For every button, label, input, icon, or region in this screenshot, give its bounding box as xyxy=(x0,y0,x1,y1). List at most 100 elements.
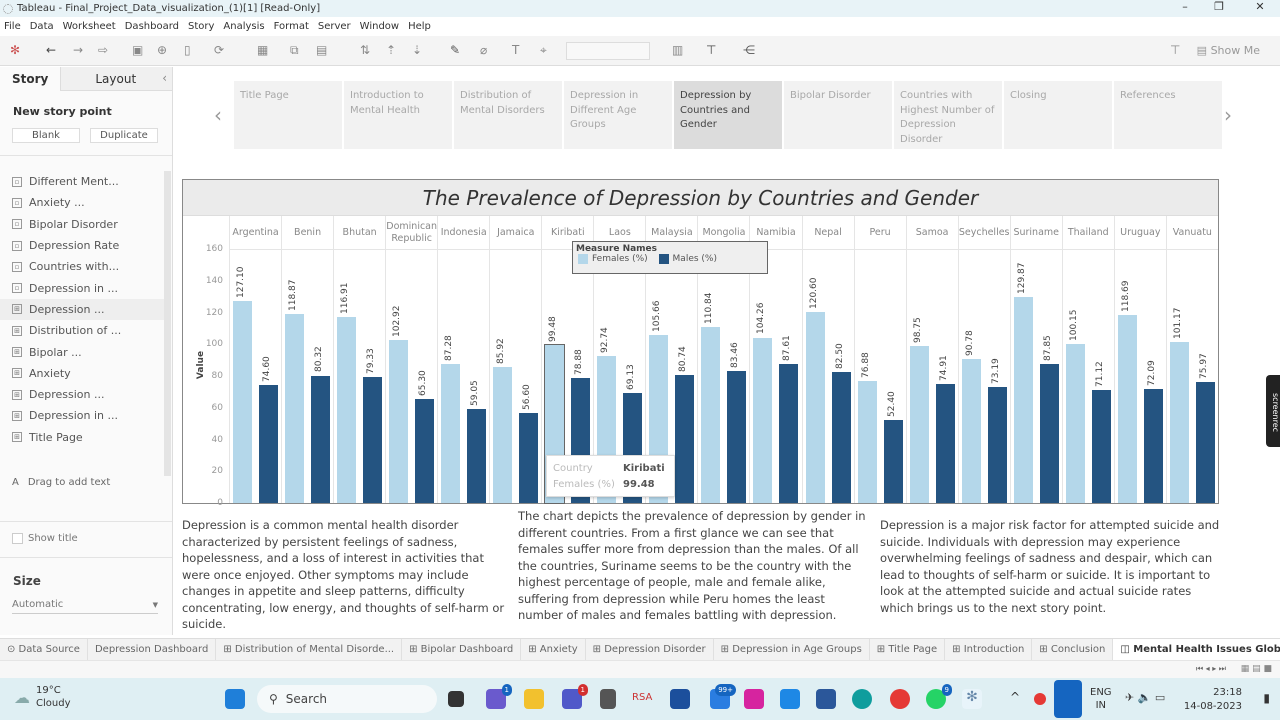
story-point-countries-gender[interactable]: Depression by Countries and Gender xyxy=(674,81,782,149)
chevron-up-icon[interactable]: ^ xyxy=(1010,690,1021,704)
rsa-icon[interactable]: RSA xyxy=(632,692,653,703)
menu-format[interactable]: Format xyxy=(273,20,309,32)
sort-asc-icon[interactable]: ⇡ xyxy=(386,43,397,57)
bar-females[interactable] xyxy=(753,337,773,503)
bar-males[interactable] xyxy=(1091,390,1111,503)
close-button[interactable]: ✕ xyxy=(1255,0,1265,13)
tab-story[interactable]: Story xyxy=(12,72,49,86)
country-header[interactable]: Vanuatu xyxy=(1165,216,1218,249)
next-story-point-icon[interactable]: › xyxy=(1224,103,1232,127)
sheet-tab[interactable]: ⊞ Title Page xyxy=(870,638,946,661)
clock[interactable]: 23:18 14-08-2023 xyxy=(1184,686,1242,714)
show-me-button[interactable]: ▤ Show Me xyxy=(1197,44,1260,57)
bar-females[interactable] xyxy=(1013,296,1033,503)
label-icon[interactable]: T xyxy=(512,43,520,57)
minimize-button[interactable]: – xyxy=(1182,0,1188,13)
sheet-tab[interactable]: ⊞ Conclusion xyxy=(1032,638,1114,661)
sheet-item[interactable]: ⊞ Title Page xyxy=(0,427,165,448)
sheet-item[interactable]: ⊞ Depression in ... xyxy=(0,405,165,426)
bar-males[interactable] xyxy=(519,413,539,503)
view-toggle-icons[interactable]: ▦ ▤ ■ xyxy=(1240,664,1272,674)
sheet-item[interactable]: ▫ Anxiety ... xyxy=(0,192,165,213)
tableau-taskbar-icon[interactable]: ✻ xyxy=(962,689,982,709)
bar-males[interactable] xyxy=(415,399,435,503)
menu-data[interactable]: Data xyxy=(29,20,54,32)
desktop-icon[interactable] xyxy=(780,689,800,709)
story-point-age-groups[interactable]: Depression in Different Age Groups xyxy=(564,81,672,149)
country-header[interactable]: Bhutan xyxy=(333,216,385,249)
bar-females[interactable] xyxy=(805,311,825,503)
tab-layout[interactable]: Layout ‹ xyxy=(60,67,172,91)
clear-sheet-icon[interactable]: ▤ xyxy=(316,43,328,57)
share-icon[interactable]: ⋲ xyxy=(743,43,755,57)
bar-females[interactable] xyxy=(1065,344,1085,503)
sheet-item[interactable]: ⊞ Distribution of ... xyxy=(0,320,165,341)
legend[interactable]: Measure Names Females (%) Males (%) xyxy=(572,241,768,274)
bar-males[interactable] xyxy=(727,370,747,503)
bar-males[interactable] xyxy=(467,409,487,503)
bar-males[interactable] xyxy=(1195,382,1215,503)
country-header[interactable]: Nepal xyxy=(801,216,854,249)
bar-females[interactable] xyxy=(857,380,877,503)
sheet-item[interactable]: ⊞ Bipolar ... xyxy=(0,341,165,362)
country-header[interactable]: Thailand xyxy=(1061,216,1114,249)
legend-item-females[interactable]: Females (%) xyxy=(578,254,648,264)
bar-males[interactable] xyxy=(259,384,278,503)
duplicate-sheet-icon[interactable]: ⧉ xyxy=(290,43,299,57)
microphone-icon[interactable] xyxy=(1054,680,1082,718)
bar-males[interactable] xyxy=(779,363,799,503)
bar-females[interactable] xyxy=(1117,314,1137,503)
sheet-tab[interactable]: ⊞ Bipolar Dashboard xyxy=(402,638,522,661)
pin-icon[interactable]: ⌖ xyxy=(540,43,547,57)
pause-updates-icon[interactable]: ▯ xyxy=(184,43,191,57)
menu-file[interactable]: File xyxy=(4,20,21,32)
sheet-tab[interactable]: ◫ Mental Health Issues Globally xyxy=(1113,638,1280,661)
new-worksheet-icon[interactable]: ▦ xyxy=(257,43,269,57)
show-title-checkbox[interactable]: Show title xyxy=(12,533,78,544)
country-header[interactable]: Samoa xyxy=(905,216,958,249)
restore-button[interactable]: ❐ xyxy=(1214,0,1224,13)
story-point-highest-countries[interactable]: Countries with Highest Number of Depress… xyxy=(894,81,1002,149)
taskbar-search[interactable]: ⚲ Search xyxy=(257,685,437,713)
swap-icon[interactable]: ⇅ xyxy=(360,43,371,57)
undo-icon[interactable]: ← xyxy=(46,43,57,57)
record-icon[interactable] xyxy=(1034,693,1046,705)
bar-males[interactable] xyxy=(1143,388,1163,503)
chrome-icon[interactable] xyxy=(890,689,910,709)
fit-dropdown[interactable] xyxy=(566,42,650,60)
word-icon[interactable] xyxy=(816,689,836,709)
notification-icon[interactable]: ▮ xyxy=(1263,691,1270,705)
size-dropdown[interactable]: Automatic ▼ xyxy=(12,599,158,614)
country-header[interactable]: Uruguay xyxy=(1113,216,1166,249)
bar-males[interactable] xyxy=(987,386,1007,503)
country-header[interactable]: Peru xyxy=(853,216,906,249)
task-view-icon[interactable] xyxy=(448,691,464,707)
sheet-item[interactable]: ⊞ Depression ... xyxy=(0,298,165,321)
bar-females[interactable] xyxy=(285,314,305,503)
show-cards-icon[interactable]: ▥ xyxy=(672,43,684,57)
checkbox[interactable] xyxy=(12,533,23,544)
mail-icon[interactable]: 99+ xyxy=(710,684,736,709)
country-header[interactable]: Benin xyxy=(281,216,333,249)
bar-females[interactable] xyxy=(493,366,513,503)
bar-males[interactable] xyxy=(1039,363,1059,503)
refresh-icon[interactable]: ⟳ xyxy=(214,43,225,57)
legend-item-males[interactable]: Males (%) xyxy=(658,254,717,264)
new-datasource-icon[interactable]: ⊕ xyxy=(157,43,168,57)
menu-window[interactable]: Window xyxy=(359,20,400,32)
bar-males[interactable] xyxy=(675,374,695,503)
country-header[interactable]: Argentina xyxy=(229,216,281,249)
sheet-tab[interactable]: ⊞ Introduction xyxy=(945,638,1033,661)
screenrec-widget[interactable]: screenrec xyxy=(1266,375,1280,447)
menu-help[interactable]: Help xyxy=(408,20,431,32)
save-icon[interactable]: ▣ xyxy=(132,43,144,57)
country-header[interactable]: Seychelles xyxy=(957,216,1010,249)
edge-icon[interactable] xyxy=(852,689,872,709)
menu-worksheet[interactable]: Worksheet xyxy=(62,20,116,32)
language-indicator[interactable]: ENG IN xyxy=(1090,686,1112,712)
replay-icon[interactable]: ⇨ xyxy=(98,43,109,57)
system-tray-icons[interactable]: ✈ 🔈 ▭ xyxy=(1125,691,1166,704)
country-header[interactable]: Jamaica xyxy=(489,216,541,249)
sheet-item[interactable]: ⊞ Anxiety xyxy=(0,363,165,384)
blank-button[interactable]: Blank xyxy=(12,128,80,143)
